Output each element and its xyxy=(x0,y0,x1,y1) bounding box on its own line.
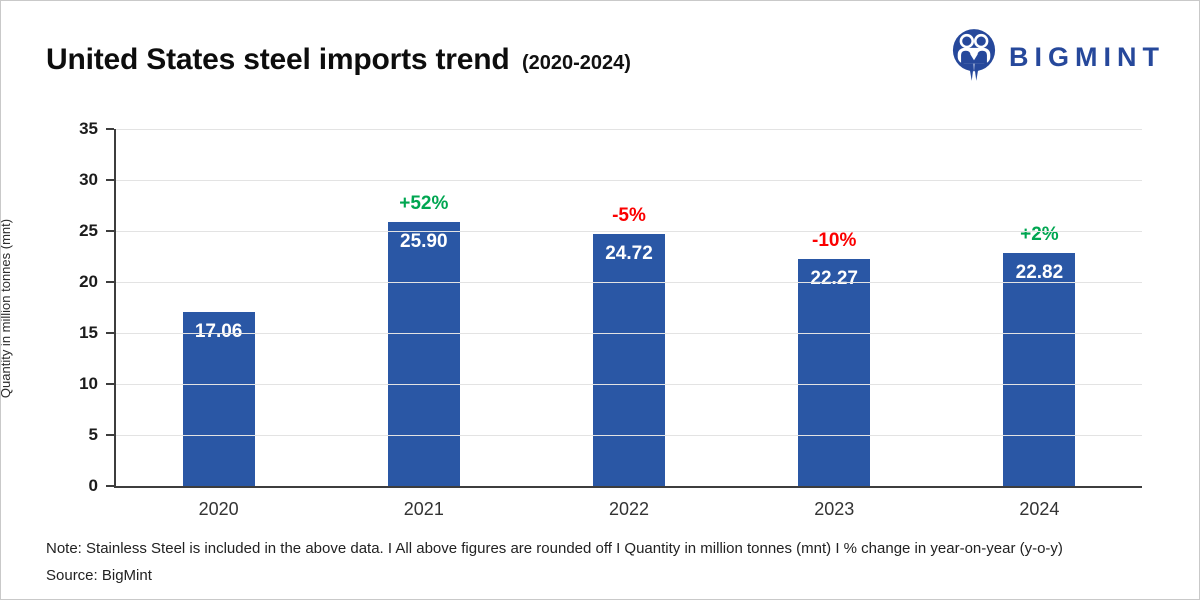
y-tick-mark-10 xyxy=(106,383,114,386)
y-tick-mark-15 xyxy=(106,332,114,334)
bar-2022: 24.72 xyxy=(593,233,665,486)
bars-container: 17.06 2020 +52% 25.90 2021 -5% 24.72 2022 -10% 22… xyxy=(116,129,1142,519)
bar-value-label-2020: 17.06 xyxy=(194,321,243,342)
y-tick-label-30: 30 xyxy=(79,170,98,189)
y-axis-title-text: Quantity in million tonnes (mnt) xyxy=(0,218,14,399)
pct-change-label-2021: +52% xyxy=(399,192,449,214)
bar-value-label-2021: 25.90 xyxy=(400,230,448,252)
gridline-20 xyxy=(116,282,1142,284)
gridline-35 xyxy=(116,129,1142,130)
y-tick-mark-20 xyxy=(106,281,114,284)
bar-group-2020: 17.06 2020 xyxy=(116,129,321,519)
bigmint-logo-icon xyxy=(951,27,997,88)
bigmint-logo: BIGMINT xyxy=(951,27,1165,88)
bar-2020: 17.06 xyxy=(182,312,255,486)
gridline-5 xyxy=(116,435,1142,437)
bar-group-2023: -10% 22.27 2023 xyxy=(732,129,937,519)
gridline-10 xyxy=(116,384,1142,386)
y-tick-mark-30 xyxy=(106,179,114,181)
y-tick-label-25: 25 xyxy=(79,221,98,240)
y-tick-mark-25 xyxy=(106,230,114,232)
pct-change-label-2022: -5% xyxy=(612,204,646,226)
y-tick-label-15: 15 xyxy=(79,323,98,342)
plot-area: 17.06 2020 +52% 25.90 2021 -5% 24.72 2022 -10% 22… xyxy=(79,119,1142,519)
footnote: Note: Stainless Steel is included in the… xyxy=(46,540,1063,557)
gridline-15 xyxy=(116,333,1142,334)
y-tick-label-10: 10 xyxy=(79,374,98,393)
x-tick-label-2022: 2022 xyxy=(608,499,650,519)
y-tick-mark-35 xyxy=(106,128,114,130)
y-tick-label-5: 5 xyxy=(88,425,98,444)
gridline-30 xyxy=(116,180,1142,181)
bar-2023: 22.27 xyxy=(798,258,871,486)
y-tick-label-0: 0 xyxy=(88,476,98,495)
y-tick-label-20: 20 xyxy=(79,272,98,291)
page-title: United States steel imports trend (2020-… xyxy=(46,43,631,77)
x-tick-label-2024: 2024 xyxy=(1019,499,1060,519)
bar-value-label-2024: 22.82 xyxy=(1015,262,1064,284)
y-tick-mark-5 xyxy=(106,434,114,437)
y-tick-mark-0 xyxy=(106,485,114,487)
chart-title: United States steel imports trend xyxy=(46,43,510,76)
bar-value-label-2022: 24.72 xyxy=(605,242,653,264)
bar-2021: 25.90 xyxy=(387,221,460,486)
source-note: Source: BigMint xyxy=(46,567,152,584)
bigmint-logo-text: BIGMINT xyxy=(1009,42,1165,72)
x-tick-label-2021: 2021 xyxy=(403,499,444,519)
bar-group-2024: +2% 22.82 2024 xyxy=(937,129,1142,519)
gridline-25 xyxy=(116,231,1142,232)
bar-group-2022: -5% 24.72 2022 xyxy=(526,129,731,519)
bar-2024: 22.82 xyxy=(1003,253,1076,486)
chart-title-period: (2020-2024) xyxy=(521,52,631,74)
pct-change-label-2024: +2% xyxy=(1020,224,1059,246)
y-tick-label-35: 35 xyxy=(79,119,98,138)
bar-value-label-2023: 22.27 xyxy=(810,267,858,289)
x-tick-label-2023: 2023 xyxy=(814,499,855,519)
x-tick-label-2020: 2020 xyxy=(198,499,239,519)
bar-group-2021: +52% 25.90 2021 xyxy=(321,129,526,519)
pct-change-label-2023: -10% xyxy=(812,229,857,251)
y-axis-title: Quantity in million tonnes (mnt) xyxy=(0,129,17,488)
